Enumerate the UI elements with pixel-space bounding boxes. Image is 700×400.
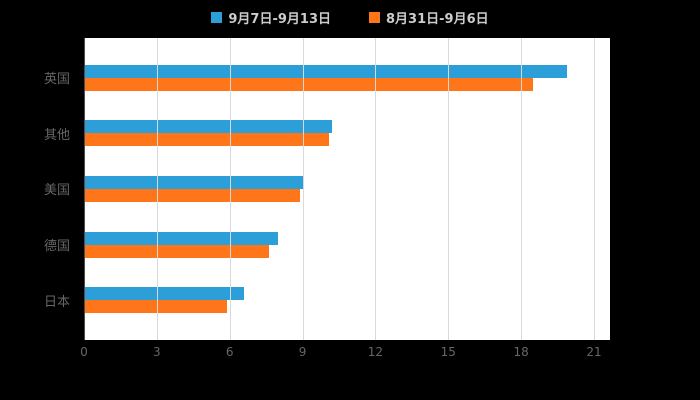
x-axis: 0 3 6 9 12 15 18 21: [80, 345, 601, 361]
legend-item-week1[interactable]: 8月31日-9月6日: [369, 8, 489, 27]
plot-grid: [84, 38, 595, 340]
bar-group-0: [84, 50, 594, 106]
bar-series1-category0: [84, 64, 568, 78]
bar-group-1: [84, 106, 594, 162]
bar-series1-category3: [84, 231, 279, 245]
gridline-0: [84, 38, 85, 340]
y-axis-label-2: 美国: [44, 183, 71, 199]
gridline-9: [302, 38, 304, 340]
legend-label-week2: 9月7日-9月13日: [228, 12, 331, 27]
y-axis-label-3: 德国: [44, 239, 71, 255]
bar-group-3: [84, 217, 594, 273]
x-tick-label-3: 3: [153, 345, 161, 359]
gridline-12: [375, 38, 377, 340]
bar-group-2: [84, 161, 594, 217]
gridline-21: [594, 38, 595, 340]
bar-series2-category0: [84, 77, 534, 91]
bar-series2-category3: [84, 244, 269, 258]
bar-series1-category1: [84, 120, 332, 134]
y-axis-label-0: 英国: [44, 72, 71, 88]
y-axis-labels: 英国其他美国德国日本: [0, 38, 84, 340]
y-axis-label-1: 其他: [44, 127, 71, 143]
x-tick-label-18: 18: [513, 345, 529, 359]
legend-swatch-orange-icon: [369, 12, 380, 23]
bar-series1-category2: [84, 175, 303, 189]
bar-series1-category4: [84, 287, 245, 301]
legend-swatch-blue-icon: [211, 12, 223, 23]
x-tick-label-0: 0: [80, 345, 88, 359]
x-tick-label-15: 15: [440, 345, 456, 359]
gridline-15: [448, 38, 450, 340]
x-tick-label-6: 6: [225, 345, 234, 359]
bar-series2-category4: [84, 300, 228, 314]
bar-group-4: [84, 272, 594, 328]
gridline-3: [156, 38, 158, 340]
gridline-18: [521, 38, 523, 340]
x-tick-label-9: 9: [298, 345, 307, 359]
bar-series2-category2: [84, 188, 301, 202]
legend-item-week2[interactable]: 9月7日-9月13日: [211, 8, 331, 27]
bar-rows: [84, 38, 594, 340]
bar-series2-category1: [84, 133, 330, 147]
legend: 9月7日-9月13日 8月31日-9月6日: [0, 8, 700, 27]
x-tick-label-12: 12: [367, 345, 384, 359]
gridline-6: [229, 38, 231, 340]
x-tick-label-21: 21: [586, 345, 602, 359]
plot-area: [84, 38, 610, 340]
legend-label-week1: 8月31日-9月6日: [386, 12, 489, 27]
y-axis-label-4: 日本: [44, 294, 71, 310]
